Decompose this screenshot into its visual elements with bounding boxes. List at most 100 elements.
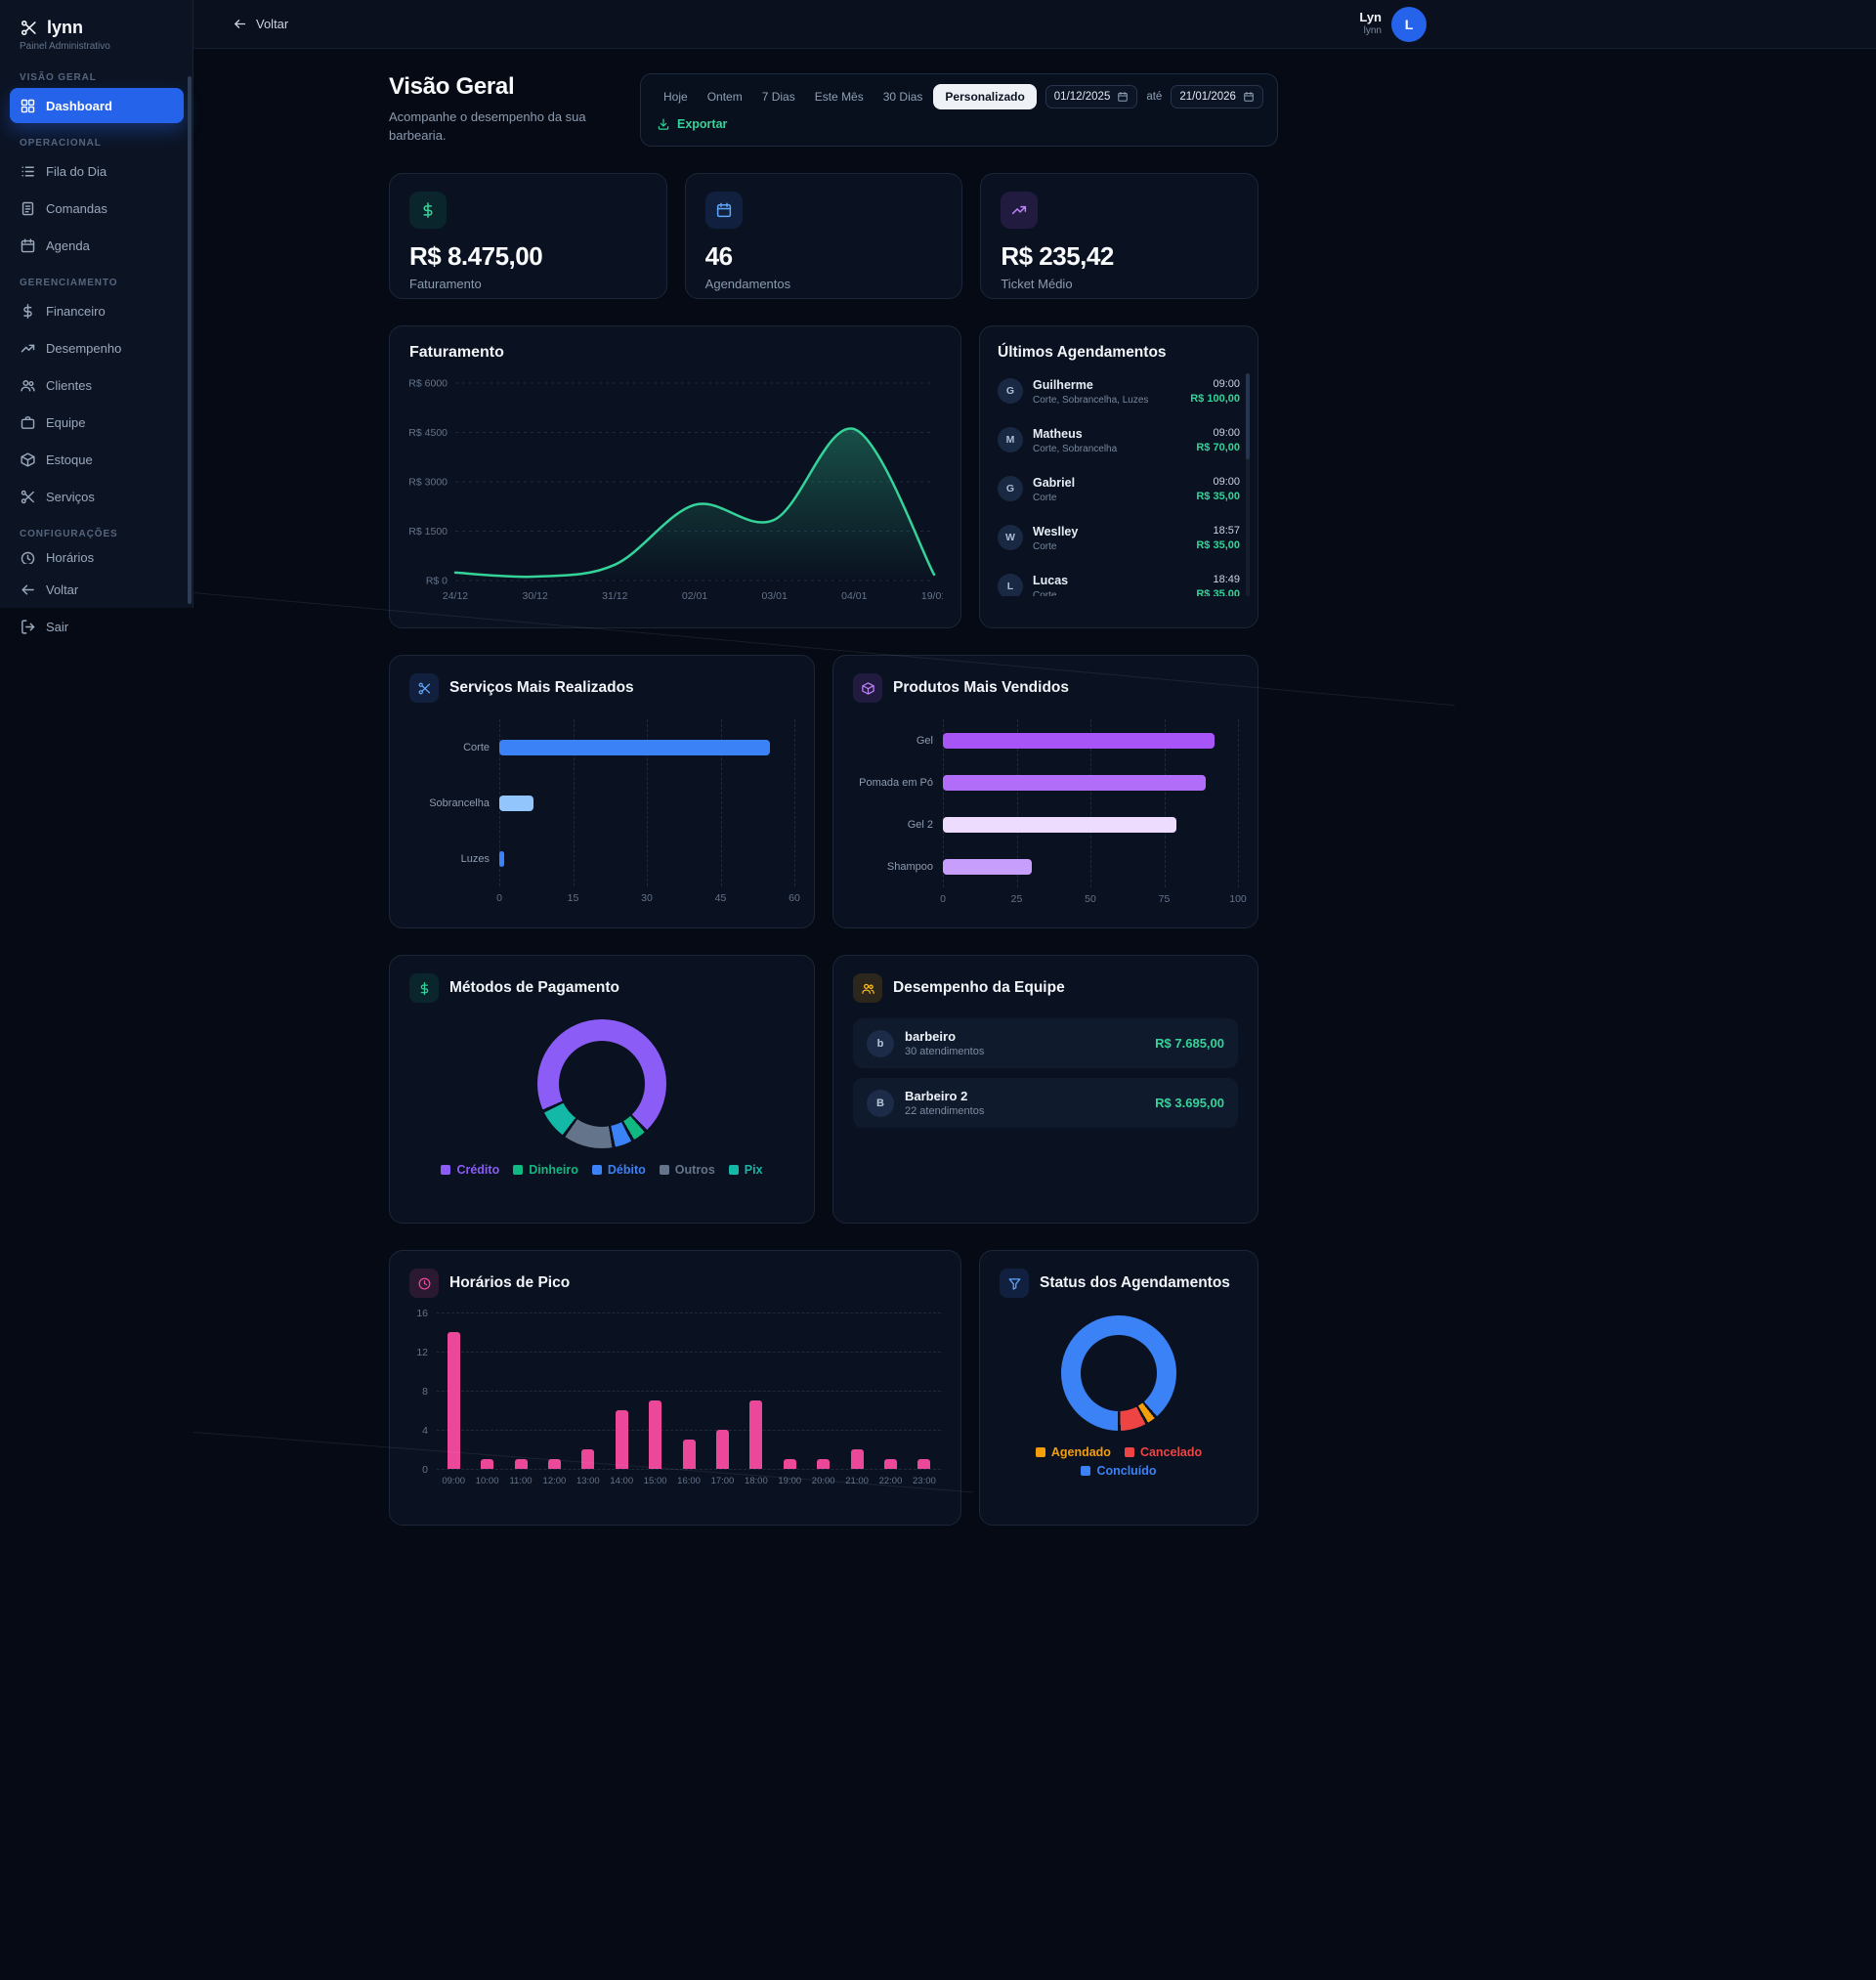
- bar-category-label: Gel 2: [907, 818, 933, 831]
- bar-15-00: [649, 1400, 662, 1469]
- appointment-time: 09:00: [1213, 427, 1240, 439]
- back-button[interactable]: Voltar: [233, 17, 288, 31]
- filter-btn-hoje[interactable]: Hoje: [655, 84, 697, 109]
- list-icon: [20, 163, 36, 180]
- calendar-icon: [1243, 91, 1255, 103]
- client-name: Guilherme: [1033, 378, 1093, 392]
- bar-category-label: Gel: [916, 734, 933, 747]
- payments-card: Métodos de Pagamento Crédito Dinheiro Dé…: [389, 955, 815, 1224]
- sidebar-item-dashboard[interactable]: Dashboard: [10, 88, 184, 123]
- filter-btn-7-dias[interactable]: 7 Dias: [753, 84, 804, 109]
- services-label: Corte, Sobrancelha: [1033, 444, 1118, 454]
- calendar-icon: [1117, 91, 1129, 103]
- logo-subtitle: Painel Administrativo: [20, 41, 110, 52]
- legend-item-concluido[interactable]: Concluído: [1081, 1464, 1157, 1478]
- services-label: Corte: [1033, 493, 1057, 503]
- filter-btn-este-mes[interactable]: Este Mês: [806, 84, 873, 109]
- avatar[interactable]: L: [1391, 6, 1427, 42]
- filter-btn-ontem[interactable]: Ontem: [699, 84, 751, 109]
- sidebar-scrollbar[interactable]: [188, 76, 192, 604]
- legend-item-cancelado[interactable]: Cancelado: [1124, 1445, 1202, 1459]
- bar-sobrancelha: [499, 795, 534, 811]
- team-member-row: B Barbeiro 2 22 atendimentos R$ 3.695,00: [853, 1078, 1238, 1128]
- sidebar-item-equipe[interactable]: Equipe: [10, 405, 184, 440]
- sidebar-nav: VISÃO GERAL Dashboard OPERACIONAL Fila d…: [0, 72, 193, 564]
- funnel-icon: [1000, 1269, 1029, 1298]
- sidebar-footer: Voltar Sair: [0, 572, 193, 644]
- scissors-icon: [409, 673, 439, 703]
- list-scrollbar[interactable]: [1246, 373, 1250, 596]
- receipt-icon: [20, 200, 36, 217]
- page-subtitle: Acompanhe o desempenho da sua barbearia.: [389, 109, 586, 143]
- calendar-icon: [20, 237, 36, 254]
- sidebar-item-financeiro[interactable]: Financeiro: [10, 293, 184, 328]
- export-button[interactable]: Exportar: [655, 117, 727, 131]
- status-legend: Agendado Cancelado Concluído: [1006, 1445, 1231, 1478]
- legend-item-debito[interactable]: Débito: [591, 1163, 646, 1177]
- legend-item-dinheiro[interactable]: Dinheiro: [513, 1163, 578, 1177]
- bar-21-00: [850, 1449, 864, 1469]
- appointments-card: Últimos Agendamentos G Guilherme Corte, …: [979, 325, 1258, 628]
- clock-icon: [20, 550, 36, 564]
- download-icon: [657, 117, 670, 131]
- legend-item-outros[interactable]: Outros: [659, 1163, 715, 1177]
- filter-card: Hoje Ontem 7 Dias Este Mês 30 Dias Personaliz…: [640, 73, 1278, 147]
- services-label: Corte, Sobrancelha, Luzes: [1033, 395, 1149, 406]
- bar-gel-2: [943, 816, 1176, 833]
- sidebar-item-estoque[interactable]: Estoque: [10, 442, 184, 477]
- sidebar-item-servicos[interactable]: Serviços: [10, 479, 184, 514]
- logo-name: lynn: [47, 18, 84, 37]
- sidebar-item-clientes[interactable]: Clientes: [10, 367, 184, 403]
- legend-item-credito[interactable]: Crédito: [441, 1163, 499, 1177]
- card-title: Últimos Agendamentos: [998, 344, 1167, 361]
- clock-icon: [409, 1269, 439, 1298]
- sidebar-item-agenda[interactable]: Agenda: [10, 228, 184, 263]
- appointments-list: G Guilherme Corte, Sobrancelha, Luzes 09…: [998, 373, 1252, 596]
- nav-section-label: GERENCIAMENTO: [20, 278, 118, 288]
- page-title: Visão Geral: [389, 73, 515, 100]
- sidebar-item-desempenho[interactable]: Desempenho: [10, 330, 184, 366]
- legend-item-agendado[interactable]: Agendado: [1035, 1445, 1111, 1459]
- status-card: Status dos Agendamentos Agendado Cancela…: [979, 1250, 1258, 1526]
- filter-btn-30-dias[interactable]: 30 Dias: [874, 84, 932, 109]
- user-name: Lyn: [1359, 10, 1382, 25]
- services-card: Serviços Mais Realizados Corte Sobrancelh…: [389, 655, 815, 928]
- package-icon: [20, 452, 36, 468]
- sidebar-item-fila-do-dia[interactable]: Fila do Dia: [10, 153, 184, 189]
- avatar: G: [998, 476, 1023, 501]
- filter-btn-personalizado[interactable]: Personalizado: [933, 84, 1037, 109]
- log-out-icon: [20, 619, 36, 635]
- stat-label: Ticket Médio: [1001, 277, 1073, 291]
- appointment-row: G Guilherme Corte, Sobrancelha, Luzes 09…: [998, 373, 1240, 422]
- svg-text:19/01: 19/01: [921, 590, 943, 602]
- sidebar-item-horarios[interactable]: Horários: [10, 544, 184, 564]
- user-block: Lyn lynn L: [1359, 6, 1427, 42]
- svg-text:30/12: 30/12: [523, 590, 548, 602]
- until-label: até: [1146, 91, 1163, 103]
- sidebar-item-sair[interactable]: Sair: [10, 609, 184, 644]
- date-to-input[interactable]: 21/01/2026: [1171, 85, 1263, 108]
- card-title: Horários de Pico: [449, 1274, 571, 1291]
- dollar-icon: [409, 192, 447, 229]
- bar-17-00: [715, 1430, 729, 1469]
- sidebar-item-label: Estoque: [46, 452, 93, 467]
- bar-category-label: Corte: [463, 741, 490, 753]
- main-area: Voltar Lyn lynn L Visão Geral Acompanhe …: [193, 0, 1876, 1980]
- appointment-price: R$ 100,00: [1190, 393, 1240, 405]
- sidebar-item-comandas[interactable]: Comandas: [10, 191, 184, 226]
- dollar-icon: [409, 973, 439, 1003]
- avatar: b: [867, 1029, 894, 1057]
- sidebar-item-voltar[interactable]: Voltar: [10, 572, 184, 607]
- appointment-row: W Weslley Corte 18:57 R$ 35,00: [998, 520, 1240, 569]
- svg-text:R$ 6000: R$ 6000: [409, 378, 448, 390]
- legend-item-pix[interactable]: Pix: [728, 1163, 763, 1177]
- stat-label: Faturamento: [409, 277, 482, 291]
- back-label: Voltar: [256, 17, 289, 31]
- services-label: Corte: [1033, 541, 1057, 552]
- team-card: Desempenho da Equipe b barbeiro 30 atend…: [832, 955, 1258, 1224]
- member-name: Barbeiro 2: [905, 1089, 968, 1103]
- avatar: G: [998, 378, 1023, 404]
- date-from-input[interactable]: 01/12/2025: [1045, 85, 1138, 108]
- appointment-time: 18:57: [1213, 525, 1240, 537]
